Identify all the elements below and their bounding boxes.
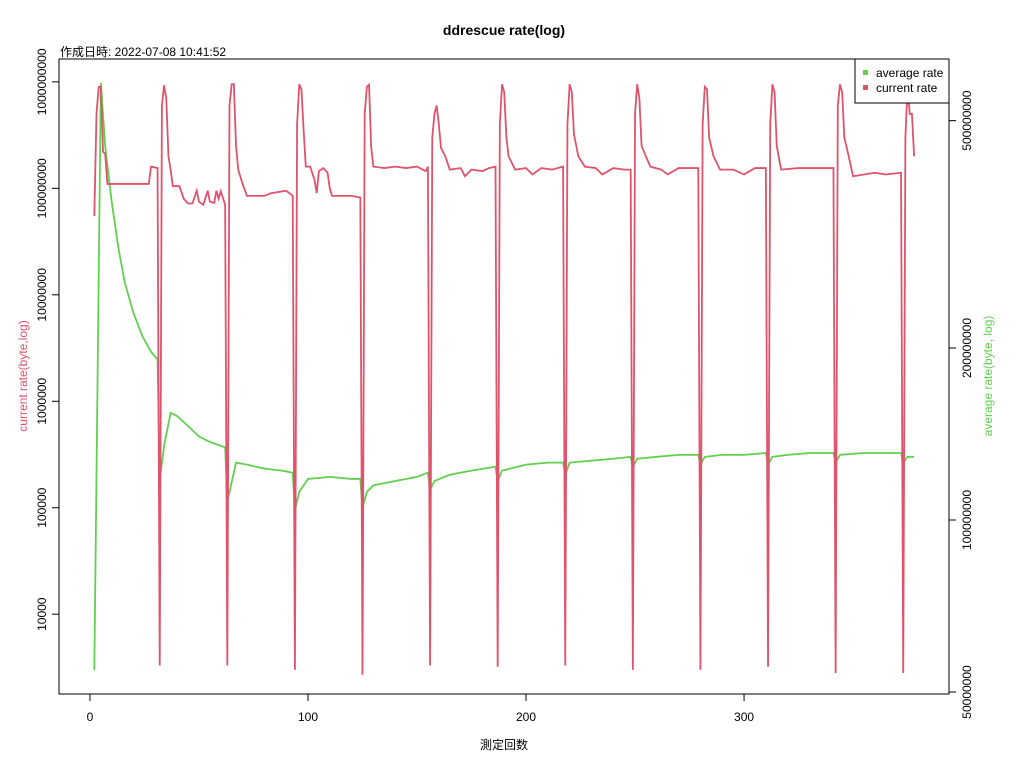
legend-swatch xyxy=(863,85,868,90)
chart-title: ddrescue rate(log) xyxy=(443,22,565,38)
legend-swatch xyxy=(863,70,868,75)
y-tick-label: 10000 xyxy=(35,597,49,631)
y-tick-label: 100000 xyxy=(35,487,49,527)
legend-label: current rate xyxy=(876,81,938,95)
series-line xyxy=(93,82,916,675)
x-tick-label: 300 xyxy=(734,710,754,724)
plot-box xyxy=(58,58,950,695)
legend-label: average rate xyxy=(876,66,944,80)
y-tick-label: 1000000000 xyxy=(35,48,49,115)
x-tick-label: 0 xyxy=(87,710,94,724)
y-tick-label: 1000000 xyxy=(35,378,49,425)
legend-box xyxy=(854,58,950,104)
x-axis-label: 測定回数 xyxy=(480,737,528,752)
y-axis-label: current rate(byte,log) xyxy=(16,320,30,431)
x-tick-label: 200 xyxy=(516,710,536,724)
x-tick-label: 100 xyxy=(298,710,318,724)
y2-tick-label: 50000000 xyxy=(960,665,974,719)
y2-axis-label: average rate(byte, log) xyxy=(981,316,995,437)
y2-tick-label: 500000000 xyxy=(960,90,974,150)
y2-tick-label: 100000000 xyxy=(960,490,974,550)
y-tick-label: 100000000 xyxy=(35,158,49,218)
subtitle: 作成日時: 2022-07-08 10:41:52 xyxy=(60,45,226,59)
y2-tick-label: 200000000 xyxy=(960,318,974,378)
y-tick-label: 10000000 xyxy=(35,268,49,322)
